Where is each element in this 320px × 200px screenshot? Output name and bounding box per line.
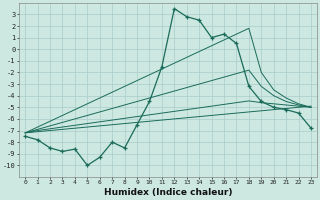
X-axis label: Humidex (Indice chaleur): Humidex (Indice chaleur) [104, 188, 232, 197]
